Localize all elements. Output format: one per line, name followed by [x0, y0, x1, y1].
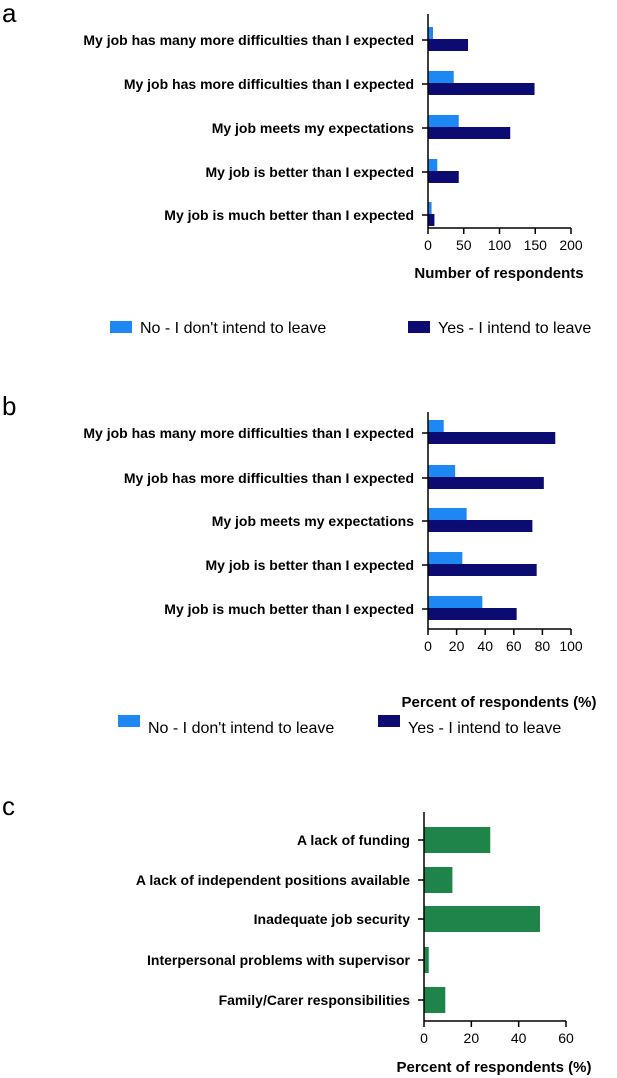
chart-c-x-axis-title: Percent of respondents (%)	[396, 1059, 591, 1076]
bar-b-yes-1	[428, 477, 544, 489]
bar-b-no-4	[428, 596, 483, 608]
bar-b-no-3	[428, 552, 463, 564]
tick-label-a-4: 200	[559, 237, 583, 253]
bar-c-3	[424, 947, 429, 973]
category-label-b-4: My job is much better than I expected	[164, 601, 414, 617]
chart-b-x-axis-title: Percent of respondents (%)	[401, 694, 596, 711]
category-label-c-2: Inadequate job security	[254, 911, 411, 927]
bar-b-no-2	[428, 508, 467, 520]
chart-a-tick-labels: 0 50 100 150 200	[424, 237, 583, 253]
legend-a-swatch-yes	[408, 321, 430, 333]
chart-b-category-labels: My job has many more difficulties than I…	[83, 425, 414, 617]
category-label-a-1: My job has more difficulties than I expe…	[124, 76, 414, 92]
tick-label-a-2: 100	[488, 237, 512, 253]
bar-a-no-0	[428, 27, 434, 39]
category-label-b-1: My job has more difficulties than I expe…	[124, 470, 414, 486]
tick-label-b-2: 40	[477, 638, 493, 654]
category-label-c-4: Family/Carer responsibilities	[219, 992, 411, 1008]
chart-c-bars	[424, 827, 540, 1013]
chart-b-tick-labels: 0 20 40 60 80 100	[424, 638, 583, 654]
category-label-a-4: My job is much better than I expected	[164, 207, 414, 223]
bar-b-yes-0	[428, 432, 556, 444]
tick-label-a-0: 0	[424, 237, 432, 253]
panel-b-letter: b	[2, 391, 16, 421]
bar-b-yes-4	[428, 608, 517, 620]
bar-b-no-0	[428, 420, 444, 432]
tick-label-b-3: 60	[506, 638, 522, 654]
chart-b-bars	[428, 420, 556, 620]
tick-label-b-4: 80	[535, 638, 551, 654]
tick-label-c-2: 40	[511, 1030, 527, 1046]
bar-a-yes-2	[428, 127, 511, 139]
chart-a-bars	[428, 27, 535, 226]
legend-a-label-yes: Yes - I intend to leave	[438, 320, 591, 337]
bar-a-yes-0	[428, 39, 469, 51]
legend-a-swatch-no	[110, 321, 132, 333]
category-label-a-2: My job meets my expectations	[212, 120, 415, 136]
legend-b-label-no: No - I don't intend to leave	[148, 720, 334, 737]
chart-b-legend: No - I don't intend to leave Yes - I int…	[118, 715, 561, 737]
chart-a: My job has many more difficulties than I…	[83, 14, 591, 337]
bar-b-no-1	[428, 465, 456, 477]
tick-label-a-1: 50	[456, 237, 472, 253]
bar-a-yes-4	[428, 214, 435, 226]
chart-c-tick-labels: 0 20 40 60	[420, 1030, 574, 1046]
category-label-a-0: My job has many more difficulties than I…	[83, 32, 414, 48]
chart-a-category-labels: My job has many more difficulties than I…	[83, 32, 414, 223]
tick-label-b-5: 100	[559, 638, 583, 654]
chart-a-x-ticks	[427, 228, 572, 234]
panel-c-letter: c	[2, 791, 15, 821]
legend-b-swatch-yes	[378, 715, 400, 727]
chart-c: A lack of funding A lack of independent p…	[136, 812, 592, 1076]
bar-a-yes-1	[428, 83, 535, 95]
category-label-b-3: My job is better than I expected	[206, 557, 415, 573]
category-label-b-2: My job meets my expectations	[212, 513, 415, 529]
bar-c-2	[424, 906, 540, 932]
bar-c-4	[424, 987, 446, 1013]
chart-b: My job has many more difficulties than I…	[83, 412, 597, 737]
tick-label-c-1: 20	[464, 1030, 480, 1046]
category-label-c-3: Interpersonal problems with supervisor	[147, 952, 411, 968]
panel-a-letter: a	[2, 0, 17, 28]
category-label-c-1: A lack of independent positions availabl…	[136, 872, 410, 888]
chart-b-y-ticks	[422, 432, 428, 610]
tick-label-c-0: 0	[420, 1030, 428, 1046]
bar-a-no-2	[428, 115, 459, 127]
chart-a-x-axis-title: Number of respondents	[414, 265, 583, 282]
category-label-b-0: My job has many more difficulties than I…	[83, 425, 414, 441]
tick-label-b-0: 0	[424, 638, 432, 654]
chart-a-legend: No - I don't intend to leave Yes - I int…	[110, 320, 591, 337]
bar-a-no-4	[428, 202, 432, 214]
chart-c-category-labels: A lack of funding A lack of independent p…	[136, 832, 411, 1008]
bar-a-no-3	[428, 159, 438, 171]
legend-a-label-no: No - I don't intend to leave	[140, 320, 326, 337]
chart-c-y-ticks	[418, 839, 424, 1001]
bar-c-1	[424, 867, 453, 893]
bar-a-no-1	[428, 71, 454, 83]
bar-c-0	[424, 827, 491, 853]
chart-a-y-ticks	[422, 39, 428, 216]
legend-b-swatch-no	[118, 715, 140, 727]
legend-b-label-yes: Yes - I intend to leave	[408, 720, 561, 737]
bar-b-yes-2	[428, 520, 533, 532]
bar-b-yes-3	[428, 564, 537, 576]
bar-a-yes-3	[428, 171, 459, 183]
category-label-c-0: A lack of funding	[297, 832, 410, 848]
tick-label-c-3: 60	[558, 1030, 574, 1046]
chart-b-x-ticks	[427, 629, 572, 635]
tick-label-b-1: 20	[449, 638, 465, 654]
tick-label-a-3: 150	[524, 237, 548, 253]
chart-c-x-ticks	[423, 1021, 567, 1027]
category-label-a-3: My job is better than I expected	[206, 164, 415, 180]
